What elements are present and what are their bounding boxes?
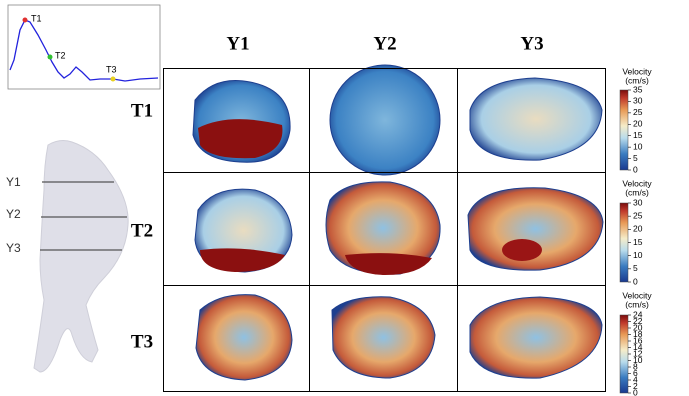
contour-map (329, 64, 441, 176)
colorbar-title: Velocity (622, 290, 652, 300)
colorbar (619, 314, 629, 394)
contour-map (469, 77, 603, 161)
colorbar-tick-label: 4 (633, 374, 638, 384)
marker-label: T1 (31, 13, 42, 23)
column-header: Y3 (520, 33, 543, 54)
contour-map (469, 296, 603, 379)
column-header: Y2 (373, 33, 396, 54)
colorbar-tick-label: 20 (633, 322, 643, 332)
colorbar-tick-label: 12 (633, 348, 643, 358)
colorbar-tick-label: 10 (633, 141, 643, 151)
colorbar-tick-label: 25 (633, 210, 643, 220)
contour-map (325, 181, 441, 275)
colorbar-tick-label: 20 (633, 224, 643, 234)
colorbar-tick-label: 2 (633, 381, 638, 391)
colorbar-tick-label: 0 (633, 276, 638, 286)
vessel-shape (33, 140, 129, 373)
contour-map (331, 296, 436, 379)
colorbar-tick-label: 8 (633, 361, 638, 371)
colorbar-tick-label: 15 (633, 130, 643, 140)
contour-patch (200, 248, 285, 272)
row-header: T3 (131, 331, 153, 352)
contour-map (467, 187, 604, 271)
colorbar-tick-label: 5 (633, 263, 638, 273)
colorbar-tick-label: 15 (633, 237, 643, 247)
colorbar-title: (cm/s) (625, 75, 649, 85)
colorbar-tick-label: 20 (633, 119, 643, 129)
marker-dot (110, 76, 116, 82)
colorbar-tick-label: 10 (633, 250, 643, 260)
colorbar-tick-label: 24 (633, 309, 643, 319)
colorbar-tick-label: 16 (633, 335, 643, 345)
contour-maps (192, 64, 604, 381)
waveform-plot: T1 T2 T3 (7, 4, 161, 90)
contour-patch (198, 119, 283, 159)
colorbar-title: Velocity (622, 178, 652, 188)
colorbar-tick-label: 14 (633, 342, 643, 352)
vessel: Y1 Y2 Y3 (6, 140, 129, 373)
colorbar-title: (cm/s) (625, 187, 649, 197)
colorbar-title: Velocity (622, 66, 652, 76)
contour-patch (502, 239, 542, 261)
colorbar-tick-label: 5 (633, 153, 638, 163)
colorbar-tick-label: 35 (633, 84, 643, 94)
colorbar-tick-label: 22 (633, 316, 643, 326)
colorbar-tick-label: 18 (633, 329, 643, 339)
row-header: T1 (131, 100, 153, 121)
contour-patch (345, 253, 432, 275)
colorbar-tick-label: 25 (633, 107, 643, 117)
row-header: T2 (131, 220, 153, 241)
colorbar-tick-label: 10 (633, 355, 643, 365)
colorbar-tick-label: 0 (633, 164, 638, 174)
colorbar-tick-label: 30 (633, 197, 643, 207)
colorbar-title: (cm/s) (625, 299, 649, 309)
colorbar (619, 202, 629, 283)
plane-label: Y2 (6, 207, 21, 221)
colorbar-tick-label: 6 (633, 368, 638, 378)
plane-label: Y3 (6, 241, 21, 255)
column-header: Y1 (226, 33, 249, 54)
marker-label: T2 (55, 50, 66, 60)
marker-dot (47, 54, 53, 60)
colorbar (619, 89, 629, 171)
plot-frame (7, 4, 161, 90)
colorbar-tick-label: 0 (633, 387, 638, 396)
plane-label: Y1 (6, 175, 21, 189)
grid-frame (163, 68, 606, 392)
contour-map (195, 294, 293, 381)
colorbars: Velocity(cm/s)05101520253035Velocity(cm/… (619, 66, 652, 396)
marker-dot (22, 17, 28, 23)
marker-label: T3 (106, 64, 117, 74)
colorbar-tick-label: 30 (633, 96, 643, 106)
